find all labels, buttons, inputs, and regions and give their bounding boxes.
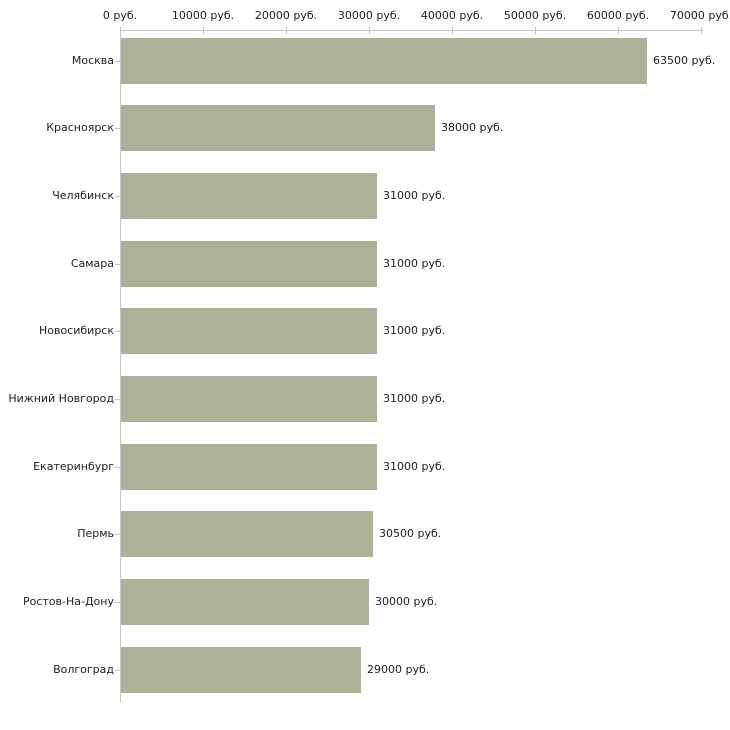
x-axis-tick-mark (286, 27, 287, 34)
bar (121, 579, 369, 625)
value-label: 29000 руб. (367, 663, 430, 676)
category-label: Пермь (77, 527, 114, 540)
x-axis-tick-label: 20000 руб. (254, 9, 318, 22)
x-axis-tick-mark (452, 27, 453, 34)
y-axis-line (120, 30, 121, 703)
value-label: 63500 руб. (653, 54, 716, 67)
bar (121, 38, 647, 84)
x-axis-tick-mark (369, 27, 370, 34)
category-label: Москва (71, 54, 114, 67)
x-axis-line (120, 30, 703, 31)
y-axis-tick-mark (115, 61, 120, 62)
category-label: Нижний Новгород (8, 392, 114, 405)
category-label: Ростов-На-Дону (22, 595, 114, 608)
value-label: 31000 руб. (383, 392, 446, 405)
y-axis-tick-mark (115, 670, 120, 671)
value-label: 38000 руб. (441, 121, 504, 134)
bar (121, 376, 377, 422)
y-axis-tick-mark (115, 467, 120, 468)
category-label: Екатеринбург (33, 460, 114, 473)
y-axis-tick-mark (115, 331, 120, 332)
x-axis-tick-label: 50000 руб. (503, 9, 567, 22)
y-axis-tick-mark (115, 534, 120, 535)
bar (121, 308, 377, 354)
x-axis-tick-label: 60000 руб. (586, 9, 650, 22)
bar (121, 173, 377, 219)
value-label: 31000 руб. (383, 324, 446, 337)
category-label: Красноярск (46, 121, 114, 134)
bar (121, 511, 373, 557)
y-axis-tick-mark (115, 602, 120, 603)
x-axis-tick-label: 40000 руб. (420, 9, 484, 22)
x-axis-tick-mark (203, 27, 204, 34)
x-axis-tick-label: 10000 руб. (171, 9, 235, 22)
value-label: 30000 руб. (375, 595, 438, 608)
y-axis-tick-mark (115, 264, 120, 265)
x-axis-tick-label: 0 руб. (102, 9, 138, 22)
bar (121, 241, 377, 287)
category-label: Самара (70, 257, 114, 270)
value-label: 31000 руб. (383, 189, 446, 202)
x-axis-tick-label: 70000 руб. (669, 9, 730, 22)
value-label: 31000 руб. (383, 257, 446, 270)
value-label: 30500 руб. (379, 527, 442, 540)
y-axis-tick-mark (115, 399, 120, 400)
bar (121, 444, 377, 490)
bar (121, 105, 435, 151)
x-axis-tick-mark (120, 27, 121, 34)
y-axis-tick-mark (115, 196, 120, 197)
x-axis-tick-mark (535, 27, 536, 34)
y-axis-tick-mark (115, 128, 120, 129)
category-label: Новосибирск (38, 324, 114, 337)
category-label: Волгоград (53, 663, 114, 676)
value-label: 31000 руб. (383, 460, 446, 473)
x-axis-tick-label: 30000 руб. (337, 9, 401, 22)
x-axis-tick-mark (618, 27, 619, 34)
x-axis-tick-mark (701, 27, 702, 34)
bar (121, 647, 361, 693)
category-label: Челябинск (52, 189, 114, 202)
